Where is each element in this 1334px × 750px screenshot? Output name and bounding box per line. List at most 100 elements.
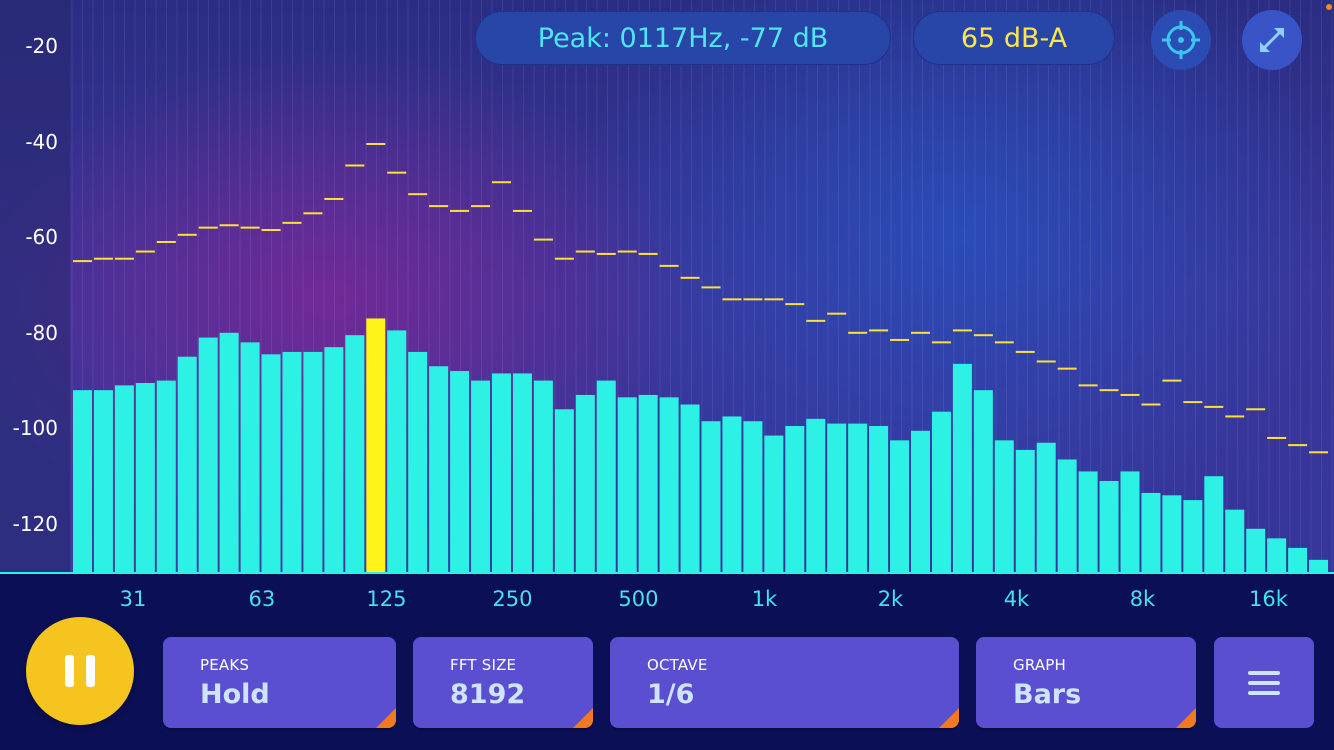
status-indicator (1326, 4, 1332, 10)
spectrum-bar (1120, 471, 1140, 572)
peak-hold-marker (1057, 367, 1077, 370)
peak-hold-marker (554, 257, 574, 260)
peak-hold-marker (722, 298, 742, 301)
spectrum-bar (1309, 559, 1329, 572)
spectrum-bar (1099, 480, 1119, 572)
fft-size-button[interactable]: FFT SIZE 8192 (413, 637, 593, 728)
peak-readout[interactable]: Peak: 0117Hz, -77 dB (475, 11, 891, 65)
spectrum-bar (198, 337, 218, 572)
spectrum-bar (471, 380, 491, 572)
peak-hold-marker (680, 276, 700, 279)
spectrum-bar (911, 430, 930, 572)
spectrum-bar (387, 330, 407, 572)
peak-hold-marker (282, 221, 302, 224)
peak-hold-marker (785, 303, 805, 306)
spectrum-bar (1225, 509, 1245, 572)
peak-hold-marker (93, 257, 113, 260)
menu-button[interactable] (1214, 637, 1314, 728)
spectrum-bar (512, 373, 532, 572)
spectrum-bar (869, 426, 889, 572)
spectrum-bar (1141, 492, 1161, 572)
dropdown-corner-icon (1176, 708, 1196, 728)
graph-button[interactable]: GRAPH Bars (976, 637, 1196, 728)
x-tick-label: 250 (492, 587, 533, 611)
peak-hold-marker (617, 250, 637, 253)
spectrum-bar (1246, 528, 1266, 572)
peak-hold-marker (324, 197, 344, 200)
x-tick-label: 16k (1249, 587, 1288, 611)
peak-hold-marker (806, 319, 826, 322)
peak-hold-marker (1120, 393, 1140, 396)
peak-hold-marker (827, 312, 847, 315)
fullscreen-button[interactable] (1242, 10, 1302, 70)
x-tick-label: 2k (877, 587, 904, 611)
spectrum-bar (135, 382, 155, 572)
y-tick-label: -100 (12, 416, 58, 441)
peak-hold-marker (1309, 451, 1329, 454)
dropdown-corner-icon (939, 708, 959, 728)
peak-hold-marker (701, 286, 721, 289)
spectrum-bar (93, 390, 113, 572)
spectrum-bar (219, 332, 239, 572)
x-tick-label: 500 (618, 587, 659, 611)
x-tick-label: 125 (366, 587, 407, 611)
y-axis-strip (0, 0, 70, 572)
spectrum-bar (1078, 471, 1098, 572)
spectrum-bar (429, 366, 449, 572)
peak-hold-marker (575, 250, 595, 253)
peak-hold-marker (1099, 389, 1119, 392)
spectrum-bar (177, 356, 197, 572)
octave-button[interactable]: OCTAVE 1/6 (610, 637, 959, 728)
spectrum-bar (890, 440, 910, 572)
peak-hold-marker (408, 193, 428, 196)
level-readout[interactable]: 65 dB-A (913, 11, 1115, 65)
spectrum-bar (73, 390, 92, 572)
spectrum-bar (450, 371, 470, 572)
spectrum-bar (1057, 459, 1077, 572)
peak-hold-marker (114, 257, 134, 260)
spectrum-bar (638, 394, 658, 572)
peak-hold-marker (366, 142, 386, 145)
peak-hold-marker (512, 209, 532, 212)
target-button[interactable] (1151, 10, 1211, 70)
peak-hold-marker (638, 252, 658, 255)
spectrum-bar (952, 363, 972, 572)
spectrum-bar (156, 380, 176, 572)
spectrum-bar (492, 373, 511, 572)
pause-icon (59, 655, 101, 687)
peak-band-bar (366, 318, 386, 572)
spectrum-bar (345, 335, 365, 572)
peak-hold-marker (1036, 360, 1056, 363)
peak-hold-marker (848, 331, 868, 334)
spectrum-bar (785, 426, 805, 572)
spectrum-bar (408, 351, 428, 572)
peak-hold-marker (450, 209, 470, 212)
peak-hold-marker (1141, 403, 1161, 406)
peak-hold-marker (952, 329, 972, 332)
spectrum-bar (596, 380, 616, 572)
peak-hold-marker (429, 205, 449, 208)
peak-hold-marker (156, 240, 176, 243)
spectrum-bar (701, 421, 721, 572)
pause-button[interactable] (26, 617, 134, 725)
fft-size-value: 8192 (450, 679, 526, 710)
x-tick-label: 63 (248, 587, 276, 611)
spectrum-bar (303, 351, 323, 572)
spectrum-bar (973, 390, 993, 572)
menu-icon (1248, 668, 1280, 698)
peak-hold-marker (1078, 384, 1098, 387)
octave-label: OCTAVE (647, 656, 708, 674)
peak-hold-marker (492, 181, 511, 184)
spectrum-bar (1015, 449, 1035, 572)
peaks-button[interactable]: PEAKS Hold (163, 637, 396, 728)
peak-hold-marker (471, 205, 491, 208)
spectrum-chart[interactable] (0, 0, 1334, 574)
peak-hold-marker (219, 224, 239, 227)
dropdown-corner-icon (376, 708, 396, 728)
peak-hold-marker (931, 341, 951, 344)
spectrum-bar (659, 397, 679, 572)
spectrum-bar (1036, 442, 1056, 572)
x-tick-label: 4k (1003, 587, 1030, 611)
peak-hold-marker (345, 164, 365, 167)
peak-hold-marker (659, 264, 679, 267)
